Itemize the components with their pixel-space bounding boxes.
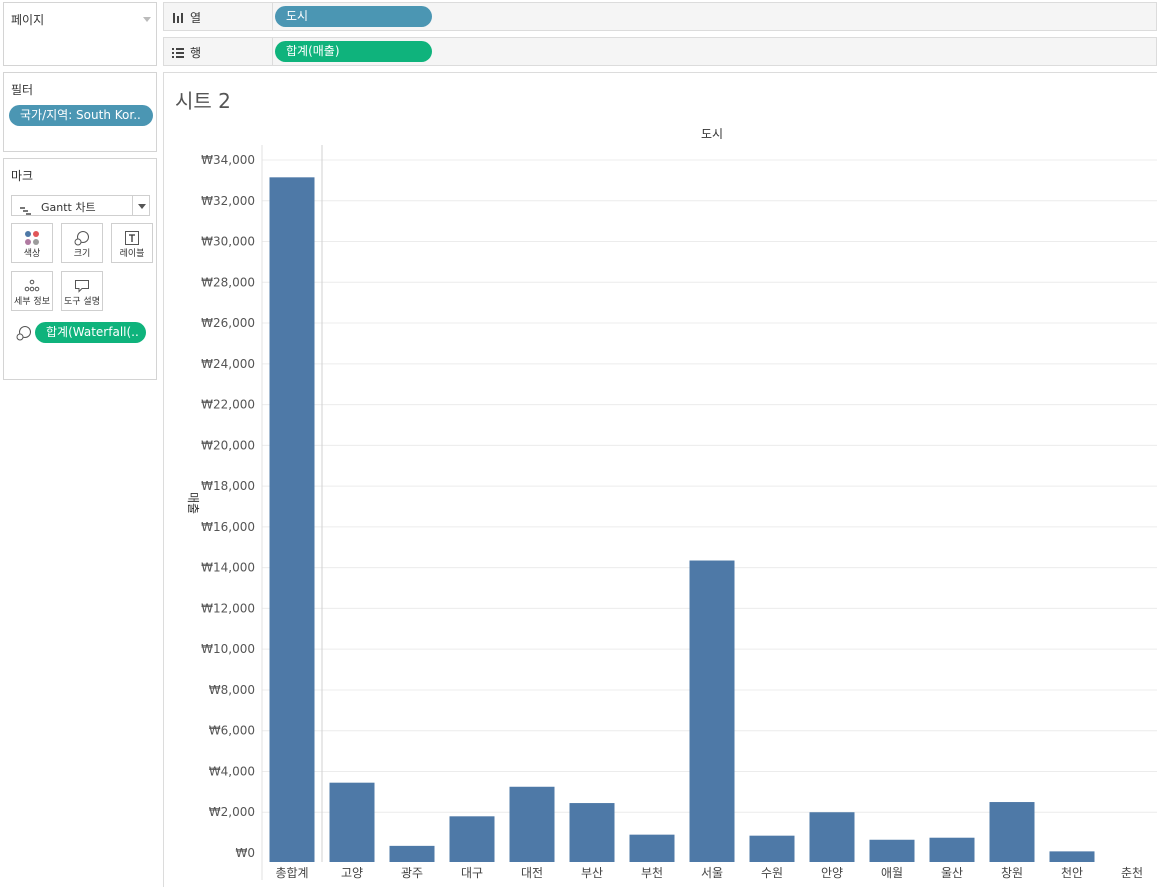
x-tick-label: 천안	[1061, 865, 1083, 880]
bar	[989, 802, 1035, 862]
rows-shelf[interactable]: 행 합계(매출)	[163, 37, 1157, 66]
chevron-down-icon[interactable]	[143, 17, 151, 22]
column-header-label: 도시	[701, 127, 723, 141]
filters-panel: 필터 국가/지역: South Kor..	[3, 72, 157, 152]
x-tick-label: 울산	[941, 866, 963, 880]
bar	[629, 834, 675, 862]
y-tick-label: ₩20,000	[201, 438, 255, 452]
chevron-down-icon	[138, 204, 146, 209]
x-tick-label: 서울	[701, 866, 723, 880]
x-tick-label: 수원	[761, 866, 783, 880]
bar	[689, 560, 735, 862]
y-tick-label: ₩0	[236, 846, 256, 860]
bar	[569, 803, 615, 862]
y-tick-label: ₩18,000	[201, 479, 255, 493]
x-tick-label: 부산	[581, 866, 603, 880]
y-tick-label: ₩30,000	[201, 235, 255, 249]
x-tick-label: 광주	[401, 866, 423, 880]
y-axis-label: 매출	[186, 492, 200, 514]
x-tick-label: 부천	[641, 865, 663, 880]
label-button[interactable]: 레이블	[111, 223, 153, 263]
y-tick-label: ₩32,000	[201, 194, 255, 208]
color-button[interactable]: 색상	[11, 223, 53, 263]
y-tick-label: ₩26,000	[201, 316, 255, 330]
gantt-icon	[20, 201, 32, 220]
columns-shelf-label: 열	[190, 11, 202, 25]
x-tick-label: 창원	[1001, 866, 1023, 880]
y-tick-label: ₩24,000	[201, 357, 255, 371]
x-tick-label: 대전	[521, 866, 543, 880]
y-tick-label: ₩10,000	[201, 642, 255, 656]
mark-type-label: Gantt 차트	[41, 201, 96, 214]
tooltip-button-label: 도구 설명	[64, 297, 100, 307]
shelf-divider	[272, 3, 273, 30]
bar	[869, 839, 915, 862]
size-icon	[74, 231, 89, 246]
color-button-label: 색상	[23, 249, 41, 259]
bar	[329, 782, 375, 862]
size-button[interactable]: 크기	[61, 223, 103, 263]
marks-panel-title: 마크	[11, 169, 34, 183]
y-tick-label: ₩6,000	[209, 724, 255, 738]
bar	[749, 835, 795, 862]
tooltip-button[interactable]: 도구 설명	[61, 271, 103, 311]
tooltip-icon	[75, 280, 89, 293]
sheet-area	[163, 72, 1157, 887]
bar	[1049, 851, 1095, 862]
y-tick-label: ₩22,000	[201, 398, 255, 412]
y-tick-label: ₩14,000	[201, 561, 255, 575]
rows-shelf-label: 행	[190, 46, 202, 60]
y-tick-label: ₩2,000	[209, 805, 255, 819]
filters-panel-title: 필터	[11, 83, 34, 97]
color-icon	[25, 231, 39, 245]
pages-panel-title: 페이지	[11, 13, 45, 27]
label-icon	[125, 231, 139, 245]
x-tick-label: 애월	[881, 866, 903, 880]
x-tick-label: 춘천	[1121, 865, 1143, 880]
x-tick-label: 안양	[821, 866, 843, 880]
bar	[509, 786, 555, 862]
marks-panel: 마크 Gantt 차트 색상 크기 레이블 세부 정보 도구 설명 합계(Wat…	[3, 158, 157, 380]
y-tick-label: ₩16,000	[201, 520, 255, 534]
y-tick-label: ₩34,000	[201, 153, 255, 167]
bar	[269, 177, 315, 862]
rows-pill-sales[interactable]: 합계(매출)	[275, 41, 432, 62]
mark-type-dropdown[interactable]: Gantt 차트	[11, 195, 150, 216]
shelf-divider	[272, 38, 273, 65]
bar	[389, 845, 435, 862]
y-tick-label: ₩8,000	[209, 683, 255, 697]
x-tick-label: 고양	[341, 866, 363, 880]
y-tick-label: ₩12,000	[201, 601, 255, 615]
size-button-label: 크기	[73, 249, 91, 259]
x-tick-label: 대구	[461, 866, 483, 880]
columns-pill-city[interactable]: 도시	[275, 6, 432, 27]
bar	[449, 816, 495, 862]
dropdown-divider	[132, 196, 133, 215]
detail-icon	[24, 279, 40, 292]
detail-button-label: 세부 정보	[14, 297, 50, 307]
y-tick-label: ₩28,000	[201, 275, 255, 289]
columns-icon	[173, 12, 183, 23]
columns-shelf[interactable]: 열 도시	[163, 2, 1157, 31]
y-tick-label: ₩4,000	[209, 764, 255, 778]
sheet-title: 시트 2	[175, 89, 231, 113]
bar	[809, 812, 855, 862]
size-field-pill[interactable]: 합계(Waterfall(..	[35, 322, 146, 343]
detail-button[interactable]: 세부 정보	[11, 271, 53, 311]
label-button-label: 레이블	[119, 249, 145, 259]
size-icon	[16, 325, 32, 345]
bar	[929, 837, 975, 862]
rows-icon	[172, 47, 184, 58]
x-tick-label: 총합계	[275, 866, 308, 880]
pages-panel[interactable]: 페이지	[3, 2, 157, 66]
filter-pill-country[interactable]: 국가/지역: South Kor..	[9, 105, 153, 126]
